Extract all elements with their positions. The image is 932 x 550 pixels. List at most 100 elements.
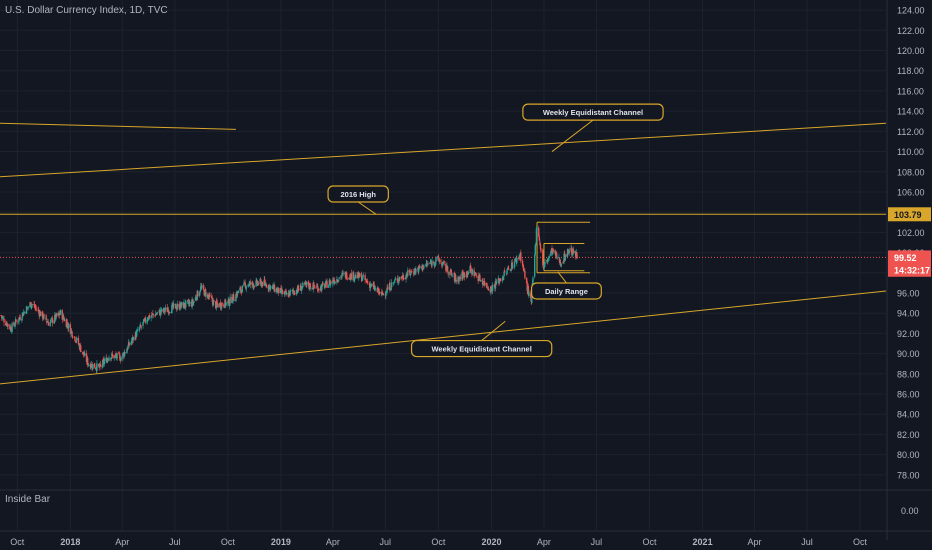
candle-body bbox=[102, 359, 104, 361]
candle-body bbox=[82, 351, 85, 355]
callout-box[interactable] bbox=[530, 282, 602, 300]
candle-body bbox=[207, 295, 209, 296]
candle-body bbox=[540, 248, 542, 251]
time-axis[interactable]: Oct 2018 Apr Jul Oct 2019 Apr Jul Oct 2020 Apr Jul O… bbox=[10, 537, 867, 547]
x-tick-label: Jul bbox=[169, 537, 181, 547]
candle-body bbox=[568, 252, 570, 254]
annotations[interactable]: Weekly Equidistant Channel 2016 High Daily… bbox=[327, 103, 664, 358]
candle-body bbox=[273, 285, 276, 292]
candle-body bbox=[340, 276, 343, 278]
candle-body bbox=[194, 296, 197, 301]
callout-box[interactable] bbox=[410, 339, 553, 358]
candle-body bbox=[527, 286, 530, 296]
candle-body bbox=[210, 296, 213, 299]
candle-body bbox=[77, 338, 80, 345]
candle-body bbox=[418, 265, 420, 272]
candle-body bbox=[120, 357, 122, 361]
candle-body bbox=[559, 261, 561, 263]
y-tick-label: 120.00 bbox=[897, 46, 925, 56]
callout-pointer[interactable] bbox=[481, 320, 506, 341]
x-tick-label: 2021 bbox=[693, 537, 713, 547]
chart-title: U.S. Dollar Currency Index, 1D, TVC bbox=[5, 5, 168, 16]
candle-body bbox=[538, 236, 541, 241]
candle-body bbox=[17, 320, 20, 322]
callout-label[interactable]: Weekly Equidistant Channel bbox=[431, 345, 531, 354]
candle-body bbox=[167, 309, 170, 314]
candle-body bbox=[401, 278, 403, 279]
callout-box[interactable] bbox=[327, 185, 389, 203]
candle-body bbox=[189, 301, 191, 304]
candle-body bbox=[99, 363, 101, 367]
candle-body bbox=[31, 304, 34, 305]
x-tick-label: Apr bbox=[326, 537, 340, 547]
candle-body bbox=[76, 337, 78, 341]
candle-body bbox=[41, 311, 44, 319]
candle-body bbox=[350, 273, 352, 280]
callout-box[interactable] bbox=[522, 103, 664, 121]
trend-line[interactable] bbox=[0, 290, 887, 385]
candle-body bbox=[155, 313, 157, 316]
x-tick-label: Jul bbox=[380, 537, 392, 547]
drawing-overlays[interactable] bbox=[0, 122, 887, 385]
candle-body bbox=[381, 291, 384, 295]
candle-body bbox=[405, 274, 408, 277]
sub-pane-label: Inside Bar bbox=[5, 494, 51, 505]
candle-body bbox=[522, 265, 524, 269]
candle-body bbox=[85, 353, 88, 362]
candle-body bbox=[454, 275, 457, 280]
candle-body bbox=[193, 301, 195, 303]
trend-line[interactable] bbox=[0, 122, 887, 178]
candle-body bbox=[564, 254, 566, 261]
candle-body bbox=[374, 288, 377, 289]
candle-body bbox=[315, 286, 318, 288]
y-tick-label: 78.00 bbox=[897, 470, 920, 480]
candle-body bbox=[249, 282, 252, 285]
candle-body bbox=[220, 303, 223, 309]
candle-body bbox=[377, 287, 380, 293]
x-tick-label: 2018 bbox=[60, 537, 80, 547]
candle-body bbox=[517, 257, 520, 259]
candle-body bbox=[231, 296, 233, 303]
candle-body bbox=[531, 292, 533, 303]
candle-body bbox=[539, 244, 542, 250]
callout-label[interactable]: 2016 High bbox=[340, 190, 376, 199]
trend-line[interactable] bbox=[0, 122, 236, 130]
callout-pointer[interactable] bbox=[357, 201, 377, 215]
candle-body bbox=[212, 300, 215, 306]
candle-body bbox=[140, 325, 142, 327]
candle-body bbox=[423, 266, 425, 268]
candle-body bbox=[115, 354, 117, 357]
candle-body bbox=[138, 327, 141, 330]
candle-body bbox=[435, 257, 437, 262]
candle-body bbox=[154, 315, 156, 317]
callout-label[interactable]: Daily Range bbox=[545, 287, 588, 296]
candle-body bbox=[419, 265, 421, 268]
candle-body bbox=[433, 261, 435, 264]
candle-body bbox=[66, 322, 69, 326]
candle-body bbox=[486, 287, 489, 288]
candle-body bbox=[362, 274, 365, 276]
candle-body bbox=[228, 299, 230, 306]
callout-label[interactable]: Weekly Equidistant Channel bbox=[543, 108, 643, 117]
candle-body bbox=[172, 303, 175, 308]
candle-body bbox=[494, 280, 497, 289]
callout-pointer[interactable] bbox=[557, 271, 567, 284]
candle-body bbox=[538, 227, 540, 237]
candle-body bbox=[99, 363, 102, 365]
candle-body bbox=[406, 275, 408, 277]
candle-body bbox=[534, 254, 536, 277]
candle-body bbox=[426, 263, 428, 265]
candle-body bbox=[142, 319, 145, 323]
candle-body bbox=[51, 317, 54, 324]
candle-body bbox=[18, 317, 20, 321]
candle-body bbox=[126, 349, 128, 354]
candle-body bbox=[183, 303, 186, 307]
candle-body bbox=[466, 271, 468, 275]
candle-body bbox=[317, 286, 319, 292]
callout-pointer[interactable] bbox=[551, 119, 594, 152]
candle-body bbox=[389, 289, 392, 291]
candle-body bbox=[568, 250, 571, 253]
price-axis[interactable]: 78.00 80.00 82.00 84.00 86.00 88.00 90.00 92.00… bbox=[886, 0, 931, 540]
candle-body bbox=[293, 290, 295, 294]
